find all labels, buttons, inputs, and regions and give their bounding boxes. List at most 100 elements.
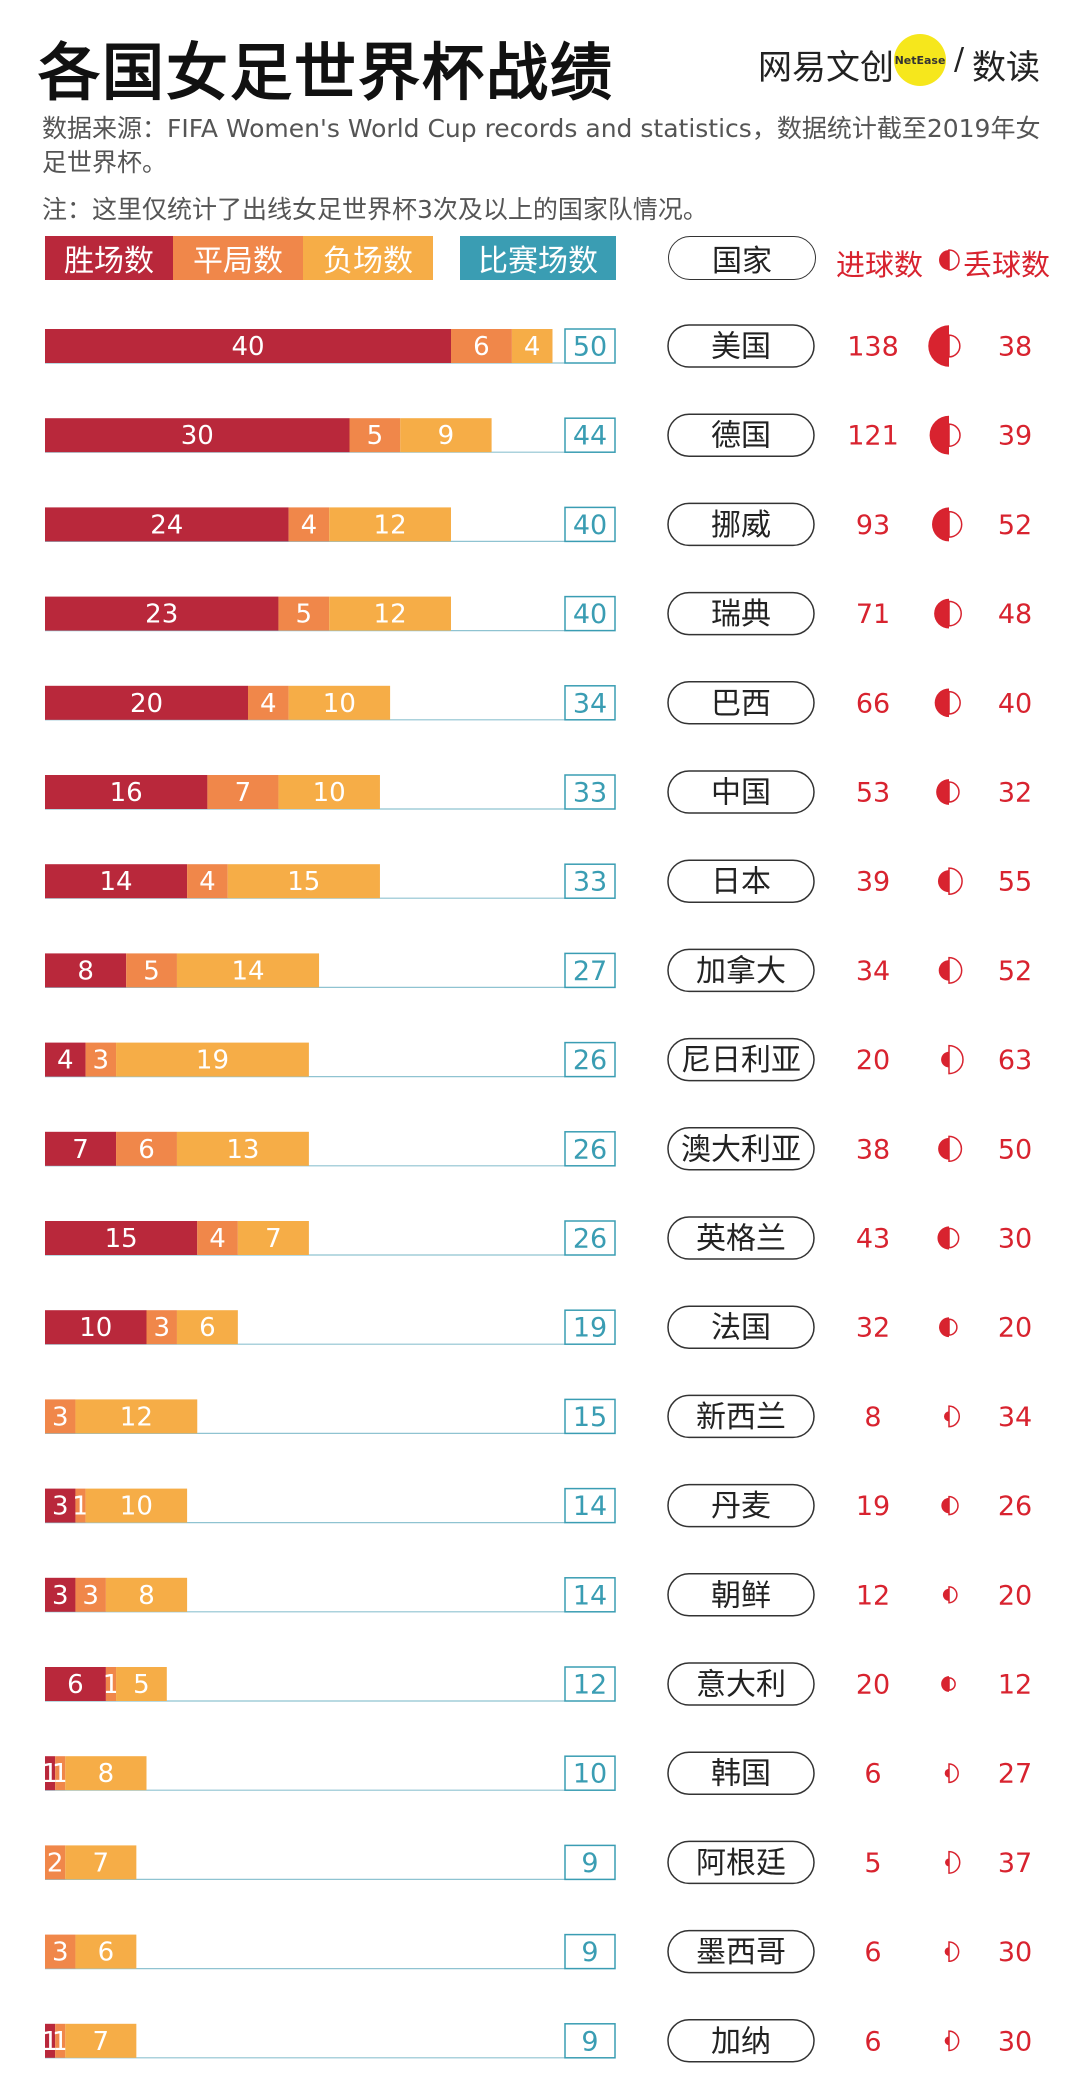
goals-against-half-circle bbox=[948, 1405, 960, 1428]
matches-box bbox=[564, 1131, 616, 1167]
win-value-label: 8 bbox=[77, 956, 94, 986]
draw-value-label: 6 bbox=[138, 1135, 155, 1165]
draw-value-label: 5 bbox=[296, 600, 313, 630]
loss-value-label: 12 bbox=[374, 600, 407, 630]
goals-scored-label: 20 bbox=[856, 1045, 890, 1076]
draw-value-label: 6 bbox=[473, 332, 490, 362]
win-value-label: 24 bbox=[150, 510, 183, 540]
country-pill bbox=[667, 1483, 815, 1528]
draw-bar-segment bbox=[116, 1131, 177, 1166]
win-bar-segment bbox=[45, 329, 451, 363]
matches-box bbox=[564, 1666, 616, 1702]
loss-value-label: 19 bbox=[196, 1046, 229, 1076]
goals-scored-label: 138 bbox=[847, 332, 899, 363]
win-value-label: 14 bbox=[100, 867, 133, 897]
draw-value-label: 3 bbox=[52, 1402, 69, 1432]
country-label: 尼日利亚 bbox=[681, 1043, 801, 1078]
win-value-label: 4 bbox=[57, 1046, 74, 1076]
loss-value-label: 6 bbox=[98, 1938, 115, 1968]
goals-scored-half-circle bbox=[944, 2036, 949, 2046]
matches-box bbox=[564, 1577, 616, 1613]
loss-value-label: 10 bbox=[313, 778, 346, 808]
goals-against-label: 20 bbox=[998, 1580, 1032, 1611]
goals-scored-label: 121 bbox=[847, 421, 899, 452]
draw-bar-segment bbox=[126, 953, 177, 988]
win-bar-segment bbox=[45, 775, 208, 809]
draw-bar-segment bbox=[45, 1399, 76, 1434]
matches-value-label: 14 bbox=[573, 1580, 607, 1611]
goals-against-label: 37 bbox=[998, 1848, 1032, 1879]
country-label: 日本 bbox=[711, 865, 771, 900]
country-label: 美国 bbox=[711, 330, 771, 365]
goals-scored-half-circle bbox=[932, 507, 949, 542]
goals-scored-half-circle bbox=[941, 1676, 949, 1692]
win-value-label: 40 bbox=[231, 332, 264, 362]
goals-scored-half-circle bbox=[939, 1317, 949, 1338]
loss-value-label: 9 bbox=[438, 421, 455, 451]
goals-against-half-circle bbox=[948, 1135, 962, 1163]
matches-value-label: 14 bbox=[573, 1491, 607, 1522]
matches-box bbox=[564, 774, 616, 810]
goals-against-label: 40 bbox=[998, 688, 1032, 719]
goals-against-half-circle bbox=[948, 1495, 959, 1516]
goals-against-label: 30 bbox=[998, 1937, 1032, 1968]
goals-against-label: 12 bbox=[998, 1670, 1032, 1701]
goals-scored-label: 8 bbox=[864, 1402, 881, 1433]
goals-against-label: 30 bbox=[998, 2026, 1032, 2057]
goals-against-half-circle bbox=[948, 334, 961, 358]
matches-box bbox=[564, 1220, 616, 1256]
country-label: 挪威 bbox=[711, 508, 771, 543]
country-label: 澳大利亚 bbox=[681, 1132, 801, 1167]
draw-bar-segment bbox=[288, 507, 330, 542]
goals-scored-label: 71 bbox=[856, 599, 890, 630]
draw-bar-segment bbox=[75, 1488, 86, 1523]
goals-scored-half-circle bbox=[937, 1226, 949, 1250]
loss-value-label: 7 bbox=[93, 2027, 110, 2057]
matches-value-label: 26 bbox=[573, 1224, 607, 1255]
country-pill bbox=[667, 681, 815, 725]
source-text: 数据来源：FIFA Women's World Cup records and … bbox=[42, 114, 1041, 177]
legend-matches: 比赛场数 bbox=[460, 236, 616, 280]
country-label: 法国 bbox=[711, 1311, 771, 1346]
matches-box bbox=[564, 328, 616, 364]
draw-bar-segment bbox=[349, 418, 401, 453]
loss-bar-segment bbox=[329, 507, 451, 542]
country-label: 英格兰 bbox=[696, 1222, 786, 1257]
win-value-label: 6 bbox=[67, 1670, 84, 1700]
loss-value-label: 10 bbox=[323, 689, 356, 719]
country-label: 墨西哥 bbox=[696, 1935, 786, 1970]
matches-value-label: 40 bbox=[573, 510, 607, 541]
draw-value-label: 3 bbox=[153, 1313, 170, 1343]
draw-value-label: 3 bbox=[82, 1581, 99, 1611]
country-pill bbox=[667, 1840, 815, 1885]
draw-bar-segment bbox=[45, 1845, 66, 1880]
country-pill bbox=[667, 502, 815, 547]
loss-value-label: 5 bbox=[133, 1670, 150, 1700]
country-label: 德国 bbox=[711, 419, 771, 454]
goals-scored-half-circle bbox=[936, 779, 949, 805]
country-label: 加纳 bbox=[711, 2024, 771, 2059]
draw-bar-segment bbox=[187, 864, 228, 899]
loss-bar-segment bbox=[65, 1845, 137, 1880]
goals-scored-half-circle bbox=[928, 325, 949, 367]
goals-against-label: 27 bbox=[998, 1759, 1032, 1790]
goals-against-half-circle bbox=[948, 1941, 960, 1963]
goals-scored-label: 32 bbox=[856, 1313, 890, 1344]
win-bar-segment bbox=[45, 1488, 76, 1523]
goals-against-label: 52 bbox=[998, 510, 1032, 541]
goals-against-label: 48 bbox=[998, 599, 1032, 630]
matches-box bbox=[564, 2023, 616, 2059]
matches-value-label: 33 bbox=[573, 867, 607, 898]
win-value-label: 16 bbox=[110, 778, 143, 808]
loss-bar-segment bbox=[278, 775, 380, 809]
loss-value-label: 12 bbox=[120, 1402, 153, 1432]
matches-box bbox=[564, 863, 616, 899]
loss-bar-segment bbox=[227, 864, 380, 899]
brand-name: 网易文创 bbox=[758, 48, 894, 88]
goals-scored-half-circle bbox=[945, 1858, 949, 1867]
goals-against-half-circle bbox=[948, 1318, 958, 1336]
goals-scored-half-circle bbox=[934, 688, 949, 718]
loss-bar-segment bbox=[85, 1488, 188, 1523]
country-pill bbox=[667, 1751, 815, 1795]
